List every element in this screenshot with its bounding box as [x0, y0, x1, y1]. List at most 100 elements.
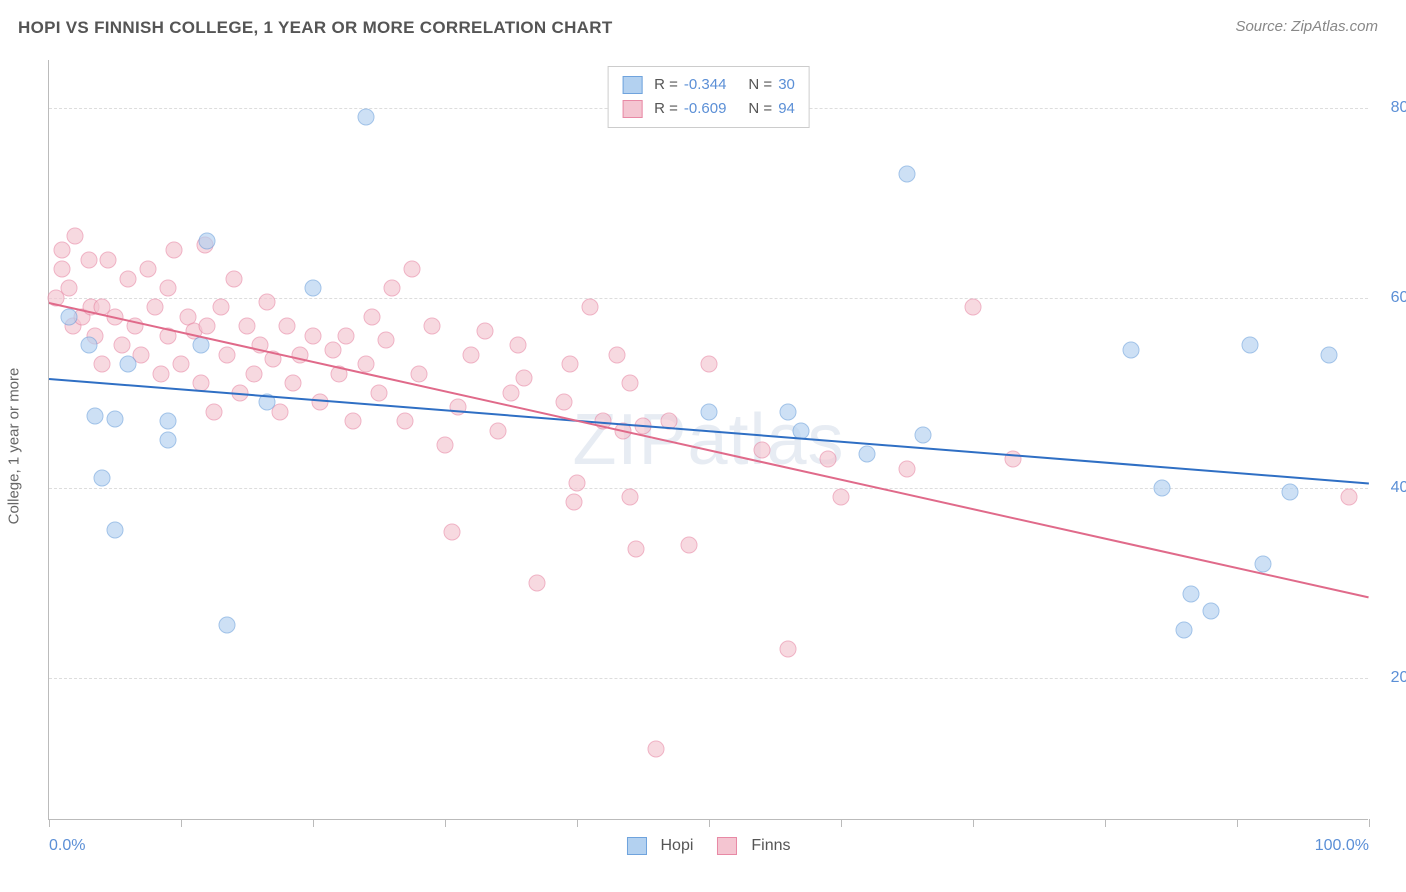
hopi-trend-line [49, 378, 1369, 484]
finns-point [681, 536, 698, 553]
finns-point [566, 493, 583, 510]
finns-point [423, 318, 440, 335]
source-label: Source: ZipAtlas.com [1235, 18, 1378, 35]
finns-point [80, 251, 97, 268]
finns-point [173, 356, 190, 373]
finns-point [120, 270, 137, 287]
finns-point [1341, 489, 1358, 506]
legend-swatch-finns [622, 100, 642, 118]
gridline [49, 298, 1368, 299]
hopi-point [107, 522, 124, 539]
finns-point [324, 341, 341, 358]
finns-point [562, 356, 579, 373]
y-tick-label: 40.0% [1376, 479, 1406, 497]
finns-point [384, 280, 401, 297]
finns-point [60, 280, 77, 297]
plot-area: ZIPatlas R = -0.344 N = 30 R = -0.609 N … [48, 60, 1368, 820]
finns-point [965, 299, 982, 316]
y-tick-label: 20.0% [1376, 669, 1406, 687]
hopi-point [107, 411, 124, 428]
r-label: R = [654, 73, 678, 97]
hopi-point [1123, 341, 1140, 358]
finns-point [503, 384, 520, 401]
hopi-point [93, 470, 110, 487]
gridline [49, 678, 1368, 679]
x-tick-label: 0.0% [49, 837, 85, 855]
legend-correlation-box: R = -0.344 N = 30 R = -0.609 N = 94 [607, 66, 810, 128]
hopi-point [60, 308, 77, 325]
x-tick [709, 819, 710, 827]
hopi-point [120, 356, 137, 373]
finns-point [555, 394, 572, 411]
y-tick-label: 60.0% [1376, 289, 1406, 307]
finns-point [753, 441, 770, 458]
hopi-point [219, 617, 236, 634]
finns-point [278, 318, 295, 335]
legend-swatch-hopi [626, 837, 646, 855]
hopi-point [899, 166, 916, 183]
finns-point [140, 261, 157, 278]
legend-item-finns: Finns [717, 837, 790, 855]
hopi-point [859, 446, 876, 463]
finns-point [357, 356, 374, 373]
legend-label-finns: Finns [751, 837, 790, 855]
finns-point [569, 474, 586, 491]
finns-point [397, 413, 414, 430]
hopi-point [305, 280, 322, 297]
x-tick [313, 819, 314, 827]
finns-n-value: 94 [778, 97, 795, 121]
finns-point [285, 375, 302, 392]
finns-point [166, 242, 183, 259]
hopi-point [1242, 337, 1259, 354]
hopi-r-value: -0.344 [684, 73, 727, 97]
chart-title: HOPI VS FINNISH COLLEGE, 1 YEAR OR MORE … [18, 18, 613, 38]
finns-point [443, 524, 460, 541]
finns-point [404, 261, 421, 278]
x-tick [49, 819, 50, 827]
finns-point [437, 436, 454, 453]
legend-series: Hopi Finns [626, 837, 790, 855]
finns-point [516, 370, 533, 387]
finns-point [54, 261, 71, 278]
finns-trend-line [49, 302, 1369, 598]
finns-point [899, 460, 916, 477]
finns-point [54, 242, 71, 259]
finns-r-value: -0.609 [684, 97, 727, 121]
finns-point [648, 740, 665, 757]
legend-label-hopi: Hopi [660, 837, 693, 855]
x-tick [181, 819, 182, 827]
finns-point [377, 332, 394, 349]
hopi-point [780, 403, 797, 420]
finns-point [225, 270, 242, 287]
x-tick [1105, 819, 1106, 827]
finns-point [305, 327, 322, 344]
hopi-point [1153, 479, 1170, 496]
finns-point [67, 227, 84, 244]
finns-point [621, 375, 638, 392]
finns-point [628, 541, 645, 558]
finns-point [311, 394, 328, 411]
finns-point [582, 299, 599, 316]
finns-point [153, 365, 170, 382]
r-label: R = [654, 97, 678, 121]
legend-item-hopi: Hopi [626, 837, 693, 855]
legend-swatch-finns [717, 837, 737, 855]
finns-point [146, 299, 163, 316]
hopi-point [159, 432, 176, 449]
finns-point [701, 356, 718, 373]
hopi-n-value: 30 [778, 73, 795, 97]
hopi-point [1255, 555, 1272, 572]
finns-point [212, 299, 229, 316]
x-tick [973, 819, 974, 827]
hopi-point [1202, 603, 1219, 620]
hopi-point [914, 427, 931, 444]
hopi-point [357, 109, 374, 126]
finns-point [476, 322, 493, 339]
finns-point [159, 280, 176, 297]
x-tick-label: 100.0% [1315, 837, 1369, 855]
x-tick [577, 819, 578, 827]
legend-row-finns: R = -0.609 N = 94 [622, 97, 795, 121]
finns-point [509, 337, 526, 354]
hopi-point [701, 403, 718, 420]
finns-point [364, 308, 381, 325]
